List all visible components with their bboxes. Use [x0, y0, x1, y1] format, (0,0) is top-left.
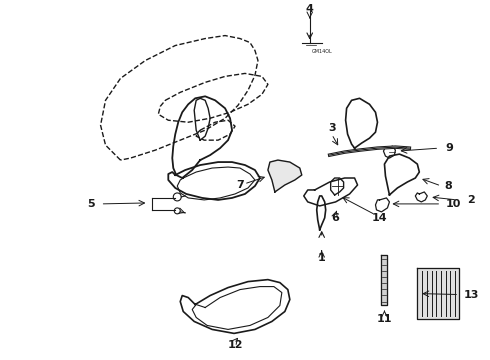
Text: 6: 6 [332, 213, 340, 223]
Text: 8: 8 [444, 181, 452, 191]
Text: GM14OL: GM14OL [312, 49, 333, 54]
Text: 7: 7 [236, 180, 244, 190]
Text: 9: 9 [445, 143, 453, 153]
Text: 13: 13 [464, 289, 480, 300]
Text: 11: 11 [377, 314, 392, 324]
Text: 4: 4 [306, 4, 314, 14]
Text: 10: 10 [445, 199, 461, 209]
Polygon shape [417, 268, 459, 319]
Text: 2: 2 [467, 195, 475, 205]
Text: 14: 14 [372, 213, 387, 223]
Polygon shape [382, 255, 388, 305]
Text: 3: 3 [328, 123, 336, 133]
Text: 5: 5 [87, 199, 95, 209]
Text: 12: 12 [227, 340, 243, 350]
Text: 1: 1 [318, 253, 325, 263]
Polygon shape [268, 160, 302, 192]
